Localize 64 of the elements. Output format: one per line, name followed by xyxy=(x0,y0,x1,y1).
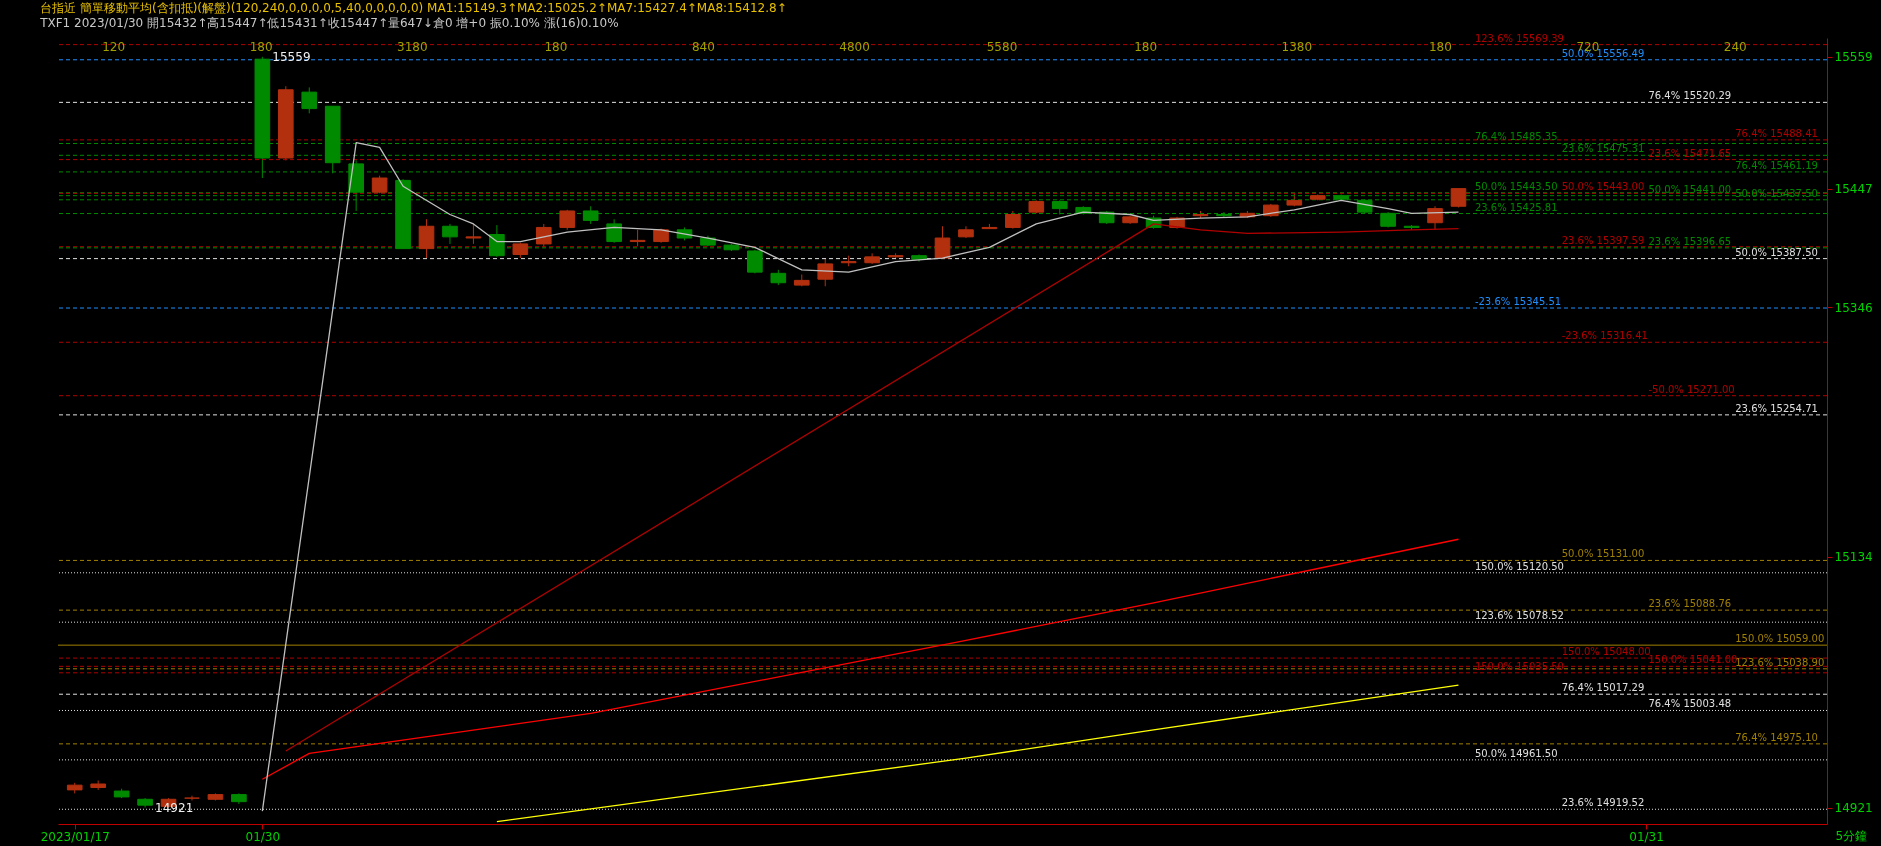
y-tick-label: 15447 xyxy=(1834,182,1873,197)
annotation: 180 xyxy=(1428,40,1452,54)
ref-line-label: -23.6% 15316.41 xyxy=(1561,330,1648,342)
candlestick xyxy=(442,223,458,245)
ref-line-label: 23.6% 15425.81 xyxy=(1474,201,1558,213)
annotation: 180 xyxy=(1134,40,1158,54)
annotation: 15559 xyxy=(272,49,311,64)
x-tick-label: 01/30 xyxy=(245,829,281,844)
candlestick xyxy=(606,218,622,244)
annotation: 5580 xyxy=(986,40,1018,54)
annotation: 1380 xyxy=(1281,40,1313,54)
x-tick-label: 2023/01/17 xyxy=(40,829,110,844)
line-series xyxy=(261,538,1460,780)
candlestick xyxy=(817,257,834,287)
ref-line-label: 76.4% 15520.29 xyxy=(1648,90,1732,102)
ref-line-label: 23.6% 15396.65 xyxy=(1648,235,1732,247)
ref-line-label: 76.4% 15017.29 xyxy=(1561,682,1645,694)
annotation: 180 xyxy=(544,40,568,54)
ref-line-label: 23.6% 15088.76 xyxy=(1648,598,1732,610)
y-tick-label: 15346 xyxy=(1834,300,1873,315)
ref-line-label: 76.4% 15485.35 xyxy=(1474,131,1558,143)
annotation: 180 xyxy=(249,40,273,54)
ref-line-label: 76.4% 15003.48 xyxy=(1648,698,1732,710)
candlestick xyxy=(301,86,318,114)
ref-line-label: 150.0% 15035.50 xyxy=(1474,660,1564,672)
ref-line-label: 76.4% 15488.41 xyxy=(1735,127,1818,139)
annotation: 120 xyxy=(102,40,126,54)
y-tick-label: 15134 xyxy=(1834,550,1873,565)
ref-line-label: 50.0% 15441.00 xyxy=(1648,183,1732,195)
line-series xyxy=(496,684,1460,823)
ref-line-label: 123.6% 15078.52 xyxy=(1474,610,1564,622)
ref-line-label: 50.0% 15131.00 xyxy=(1561,548,1645,560)
ref-line-label: 23.6% 15254.71 xyxy=(1735,402,1818,414)
candlestick xyxy=(418,218,435,259)
ref-line-label: 123.6% 15569.39 xyxy=(1474,32,1564,44)
ref-line-label: 50.0% 15387.50 xyxy=(1735,246,1818,258)
ref-line-label: 50.0% 15443.00 xyxy=(1561,181,1645,193)
annotation: 4800 xyxy=(839,40,870,54)
x-axis-title: 5分鐘 xyxy=(1835,828,1868,843)
y-tick-label: 15559 xyxy=(1834,50,1873,65)
annotation: 840 xyxy=(691,40,715,54)
y-tick-label: 14921 xyxy=(1834,801,1873,816)
candlestick xyxy=(465,223,482,245)
ref-line-label: 76.4% 14975.10 xyxy=(1735,731,1818,743)
ref-line-label: 150.0% 15059.00 xyxy=(1735,633,1825,645)
ref-line-label: -50.0% 15271.00 xyxy=(1648,383,1735,395)
ref-line-label: 50.0% 14961.50 xyxy=(1474,747,1558,759)
annotation: 240 xyxy=(1723,40,1747,54)
annotation: 3180 xyxy=(397,40,428,54)
annotation: 14921 xyxy=(155,800,194,815)
chart-title: 台指近 簡單移動平均(含扣抵)(解盤)(120,240,0,0,0,0,5,40,0,0,0,0,0) MA1:15149.3↑MA2:15025.2↑MA7:15427.4↑MA8:15412.8↑ xyxy=(40,0,787,15)
line-series xyxy=(261,142,1460,812)
candlestick xyxy=(535,223,552,248)
ref-line-label: 23.6% 15475.31 xyxy=(1561,143,1645,155)
ref-line-label: -23.6% 15345.51 xyxy=(1474,296,1562,308)
x-tick-label: 01/31 xyxy=(1629,829,1664,844)
ref-line-label: 50.0% 15443.50 xyxy=(1474,180,1558,192)
chart-subtitle: TXF1 2023/01/30 開15432↑高15447↑低15431↑收15447↑量647↓倉0 增+0 振0.10% 漲(16)0.10% xyxy=(39,15,619,30)
ref-line-label: 50.0% 15437.50 xyxy=(1735,187,1818,199)
ref-line-label: 23.6% 14919.52 xyxy=(1561,797,1645,809)
ref-line-label: 150.0% 15120.50 xyxy=(1474,560,1564,572)
ref-line-label: 76.4% 15461.19 xyxy=(1735,159,1818,171)
candlestick xyxy=(934,225,951,259)
ref-line-label: 23.6% 15397.59 xyxy=(1561,234,1645,246)
